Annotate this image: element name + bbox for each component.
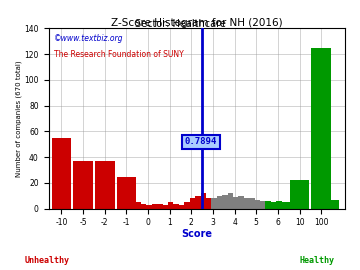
Text: 0.7894: 0.7894 [185, 137, 217, 146]
Bar [206, 198, 211, 209]
Bar [271, 202, 276, 209]
Bar [287, 202, 293, 209]
Bar [222, 194, 228, 209]
Bar [328, 200, 338, 209]
Bar [233, 197, 238, 209]
Y-axis label: Number of companies (670 total): Number of companies (670 total) [15, 60, 22, 177]
Bar [290, 180, 309, 209]
Bar [179, 205, 184, 209]
Bar [157, 204, 163, 209]
Bar [311, 48, 331, 209]
Bar [282, 202, 287, 209]
Bar [260, 201, 265, 209]
Text: Healthy: Healthy [299, 256, 334, 265]
Bar [276, 201, 282, 209]
Bar [52, 138, 71, 209]
X-axis label: Score: Score [181, 229, 212, 239]
Bar [190, 198, 195, 209]
Bar [244, 198, 249, 209]
Bar [255, 200, 260, 209]
Bar [184, 202, 190, 209]
Bar [136, 202, 141, 209]
Title: Z-Score Histogram for NH (2016): Z-Score Histogram for NH (2016) [111, 18, 283, 28]
Bar [195, 196, 201, 209]
Text: The Research Foundation of SUNY: The Research Foundation of SUNY [54, 50, 184, 59]
Bar [73, 161, 93, 209]
Bar [201, 193, 206, 209]
Text: Sector: Healthcare: Sector: Healthcare [135, 19, 225, 29]
Bar [168, 202, 174, 209]
Text: ©www.textbiz.org: ©www.textbiz.org [54, 34, 124, 43]
Bar [117, 177, 136, 209]
Bar [293, 204, 298, 209]
Bar [211, 198, 217, 209]
Bar [95, 161, 114, 209]
Bar [163, 205, 168, 209]
Bar [152, 204, 157, 209]
Bar [249, 198, 255, 209]
Bar [228, 193, 233, 209]
Bar [141, 204, 147, 209]
Bar [238, 196, 244, 209]
Text: Unhealthy: Unhealthy [24, 256, 69, 265]
Bar [265, 201, 271, 209]
Bar [174, 204, 179, 209]
Bar [147, 205, 152, 209]
Bar [217, 196, 222, 209]
